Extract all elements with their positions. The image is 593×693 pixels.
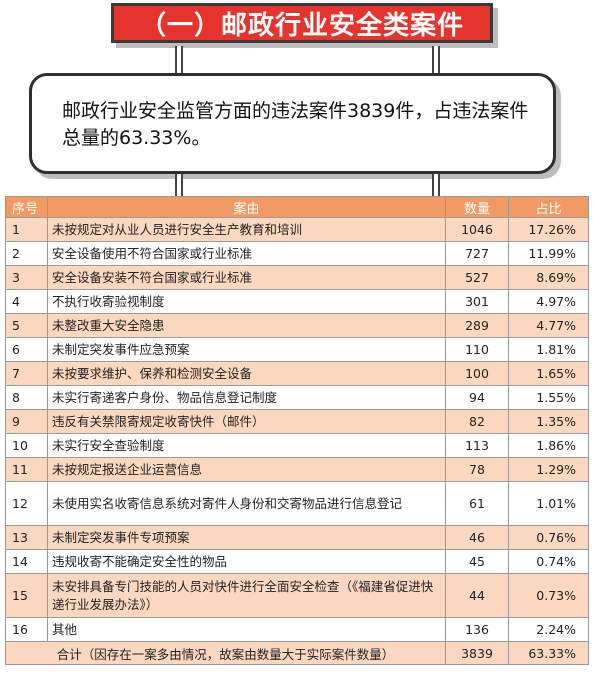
row-count: 289 — [445, 313, 509, 338]
row-count: 110 — [445, 337, 509, 362]
row-idx: 4 — [5, 289, 48, 314]
connector-post-left — [175, 46, 183, 73]
table-row: 12 未使用实名收寄信息系统对寄件人身份和交寄物品进行信息登记 61 1.01% — [5, 481, 589, 526]
table-row: 11 未按规定报送企业运营信息 78 1.29% — [5, 457, 589, 482]
table-row: 1 未按规定对从业人员进行安全生产教育和培训 1046 17.26% — [5, 217, 589, 242]
row-pct: 1.86% — [508, 433, 589, 458]
row-reason: 未实行寄递客户身份、物品信息登记制度 — [47, 385, 446, 410]
row-reason: 不执行收寄验视制度 — [47, 289, 446, 314]
summary-box: 邮政行业安全监管方面的违法案件3839件，占违法案件总量的63.33%。 — [29, 73, 556, 174]
row-idx: 14 — [5, 549, 48, 574]
total-label: 合计（因存在一案多由情况，故案由数量大于实际案件数量） — [5, 641, 446, 665]
table-total-row: 合计（因存在一案多由情况，故案由数量大于实际案件数量） 3839 63.33% — [5, 641, 589, 665]
row-idx: 10 — [5, 433, 48, 458]
row-reason: 违反有关禁限寄规定收寄快件（邮件） — [47, 409, 446, 434]
connector-post-right-lower — [432, 174, 440, 196]
row-pct: 11.99% — [508, 241, 589, 266]
row-count: 94 — [445, 385, 509, 410]
table-row: 10 未实行安全查验制度 113 1.86% — [5, 433, 589, 458]
row-count: 82 — [445, 409, 509, 434]
total-count: 3839 — [445, 641, 509, 665]
row-pct: 1.35% — [508, 409, 589, 434]
row-pct: 1.55% — [508, 385, 589, 410]
header-reason: 案由 — [47, 196, 446, 218]
row-count: 44 — [445, 573, 509, 618]
connector-post-left-lower — [175, 174, 183, 196]
row-pct: 1.29% — [508, 457, 589, 482]
row-idx: 5 — [5, 313, 48, 338]
row-pct: 1.01% — [508, 481, 589, 526]
row-idx: 12 — [5, 481, 48, 526]
row-reason: 违规收寄不能确定安全性的物品 — [47, 549, 446, 574]
row-count: 61 — [445, 481, 509, 526]
row-reason: 其他 — [47, 617, 446, 642]
row-count: 45 — [445, 549, 509, 574]
row-count: 727 — [445, 241, 509, 266]
row-reason: 未使用实名收寄信息系统对寄件人身份和交寄物品进行信息登记 — [47, 481, 446, 526]
row-idx: 15 — [5, 573, 48, 618]
row-idx: 13 — [5, 525, 48, 550]
row-pct: 0.73% — [508, 573, 589, 618]
row-reason: 未制定突发事件专项预案 — [47, 525, 446, 550]
row-reason: 未按规定报送企业运营信息 — [47, 457, 446, 482]
header-idx: 序号 — [5, 196, 48, 218]
row-reason: 安全设备使用不符合国家或行业标准 — [47, 241, 446, 266]
row-reason: 未按要求维护、保养和检测安全设备 — [47, 361, 446, 386]
row-pct: 17.26% — [508, 217, 589, 242]
row-reason: 未整改重大安全隐患 — [47, 313, 446, 338]
row-pct: 4.77% — [508, 313, 589, 338]
total-pct: 63.33% — [508, 641, 589, 665]
row-pct: 0.74% — [508, 549, 589, 574]
row-pct: 4.97% — [508, 289, 589, 314]
row-count: 46 — [445, 525, 509, 550]
row-count: 301 — [445, 289, 509, 314]
row-idx: 6 — [5, 337, 48, 362]
header-count: 数量 — [445, 196, 509, 218]
cases-table: 序号 案由 数量 占比 1 未按规定对从业人员进行安全生产教育和培训 1046 … — [5, 196, 589, 665]
row-reason: 未实行安全查验制度 — [47, 433, 446, 458]
table-row: 15 未安排具备专门技能的人员对快件进行全面安全检查（《福建省促进快递行业发展办… — [5, 573, 589, 618]
row-reason: 未制定突发事件应急预案 — [47, 337, 446, 362]
row-pct: 0.76% — [508, 525, 589, 550]
row-idx: 1 — [5, 217, 48, 242]
table-row: 14 违规收寄不能确定安全性的物品 45 0.74% — [5, 549, 589, 574]
table-row: 6 未制定突发事件应急预案 110 1.81% — [5, 337, 589, 362]
row-idx: 8 — [5, 385, 48, 410]
summary-text: 邮政行业安全监管方面的违法案件3839件，占违法案件总量的63.33%。 — [62, 100, 529, 149]
row-idx: 2 — [5, 241, 48, 266]
row-idx: 3 — [5, 265, 48, 290]
row-count: 78 — [445, 457, 509, 482]
row-count: 527 — [445, 265, 509, 290]
row-count: 1046 — [445, 217, 509, 242]
row-idx: 16 — [5, 617, 48, 642]
row-count: 136 — [445, 617, 509, 642]
row-reason: 安全设备安装不符合国家或行业标准 — [47, 265, 446, 290]
connector-post-right — [432, 46, 440, 73]
row-count: 100 — [445, 361, 509, 386]
row-idx: 11 — [5, 457, 48, 482]
row-pct: 1.65% — [508, 361, 589, 386]
table-row: 13 未制定突发事件专项预案 46 0.76% — [5, 525, 589, 550]
row-pct: 2.24% — [508, 617, 589, 642]
table-row: 3 安全设备安装不符合国家或行业标准 527 8.69% — [5, 265, 589, 290]
table-row: 7 未按要求维护、保养和检测安全设备 100 1.65% — [5, 361, 589, 386]
row-reason: 未安排具备专门技能的人员对快件进行全面安全检查（《福建省促进快递行业发展办法》） — [47, 573, 446, 618]
row-idx: 7 — [5, 361, 48, 386]
section-title: （一）邮政行业安全类案件 — [139, 10, 464, 41]
row-reason: 未按规定对从业人员进行安全生产教育和培训 — [47, 217, 446, 242]
table-row: 4 不执行收寄验视制度 301 4.97% — [5, 289, 589, 314]
table-row: 9 违反有关禁限寄规定收寄快件（邮件） 82 1.35% — [5, 409, 589, 434]
table-row: 16 其他 136 2.24% — [5, 617, 589, 642]
header-pct: 占比 — [508, 196, 589, 218]
table-row: 2 安全设备使用不符合国家或行业标准 727 11.99% — [5, 241, 589, 266]
section-title-banner: （一）邮政行业安全类案件 — [111, 3, 493, 43]
row-count: 113 — [445, 433, 509, 458]
row-pct: 8.69% — [508, 265, 589, 290]
row-idx: 9 — [5, 409, 48, 434]
table-header-row: 序号 案由 数量 占比 — [5, 196, 589, 218]
table-row: 8 未实行寄递客户身份、物品信息登记制度 94 1.55% — [5, 385, 589, 410]
row-pct: 1.81% — [508, 337, 589, 362]
table-row: 5 未整改重大安全隐患 289 4.77% — [5, 313, 589, 338]
